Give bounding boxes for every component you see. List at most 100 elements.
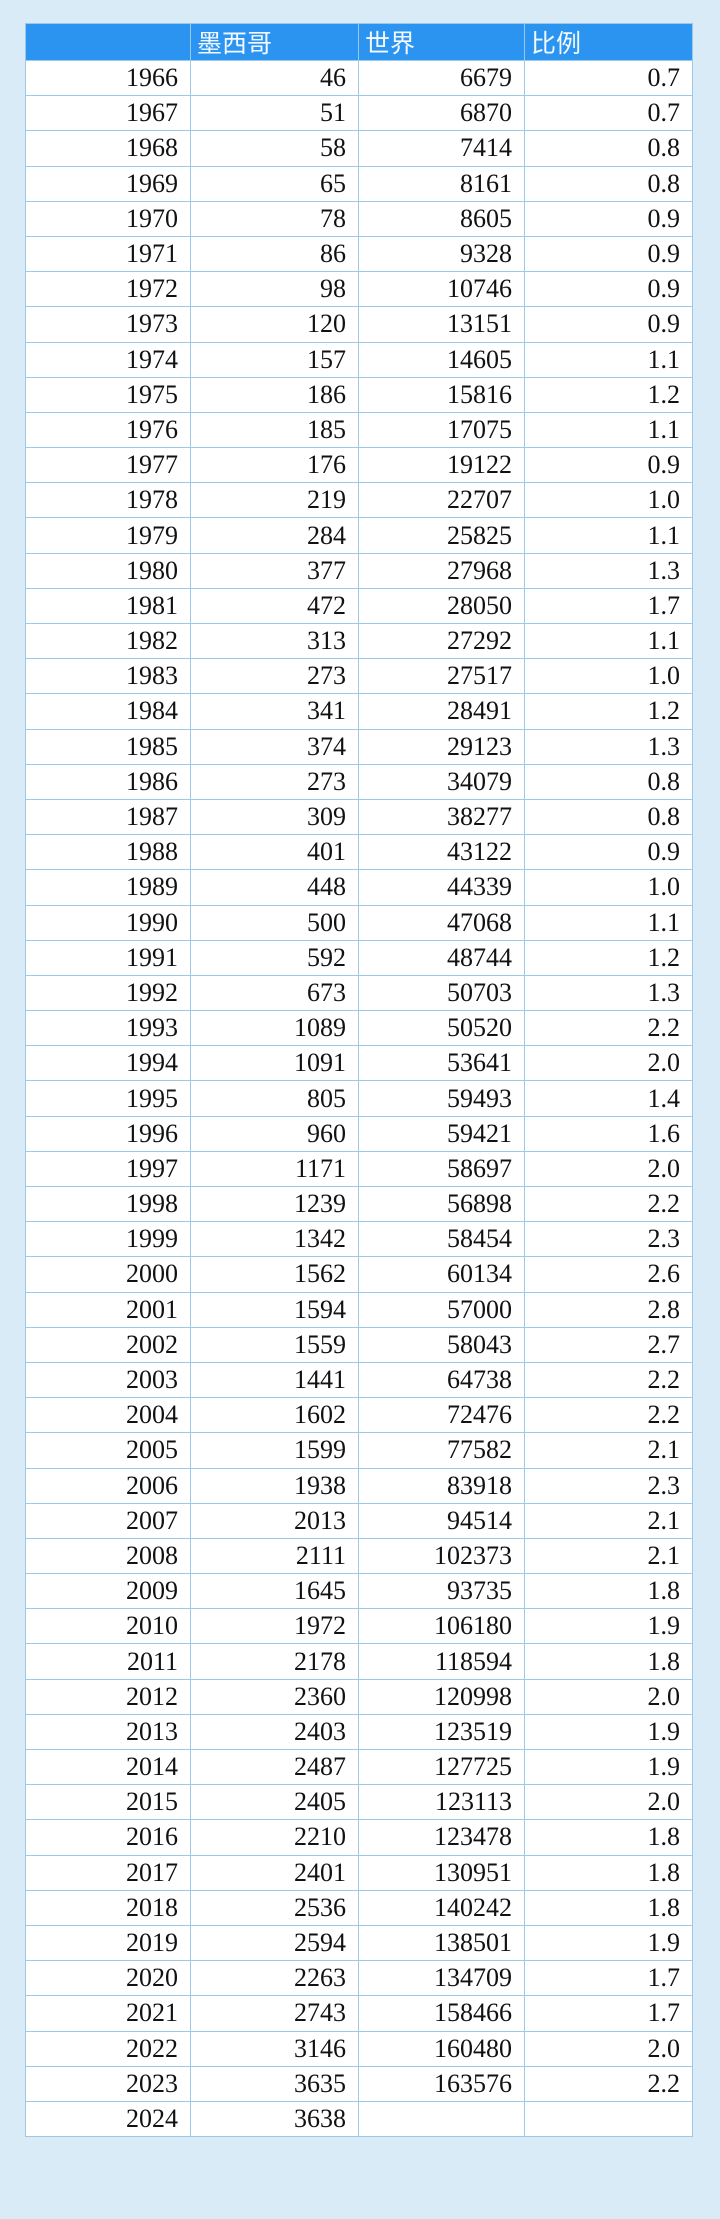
table-cell: 2006 bbox=[25, 1467, 191, 1504]
table-cell: 60134 bbox=[358, 1256, 525, 1293]
table-cell: 2.0 bbox=[524, 2030, 693, 2067]
table-cell: 10746 bbox=[358, 271, 525, 308]
table-cell: 1966 bbox=[25, 59, 191, 97]
table-cell: 48744 bbox=[358, 939, 525, 976]
table-cell: 1.1 bbox=[524, 517, 693, 554]
table-cell: 50520 bbox=[358, 1010, 525, 1047]
table-cell: 22707 bbox=[358, 482, 525, 519]
table-cell: 176 bbox=[190, 447, 359, 484]
table-cell: 8161 bbox=[358, 165, 525, 202]
table-cell: 1974 bbox=[25, 341, 191, 378]
table-cell: 2487 bbox=[190, 1748, 359, 1786]
table-cell: 1.8 bbox=[524, 1889, 693, 1926]
table-cell: 2019 bbox=[25, 1924, 191, 1962]
table-cell: 1.7 bbox=[524, 1995, 693, 2032]
table-cell: 2536 bbox=[190, 1889, 359, 1926]
table-cell: 1.1 bbox=[524, 622, 693, 660]
table-row: 2000 1562 60134 2.6 bbox=[25, 1256, 693, 1293]
table-cell: 2.2 bbox=[524, 1010, 693, 1047]
table-cell: 309 bbox=[190, 798, 359, 836]
table-cell: 1987 bbox=[25, 798, 191, 836]
table-cell: 2.2 bbox=[524, 1361, 693, 1399]
table-cell: 1602 bbox=[190, 1397, 359, 1434]
table-cell: 2210 bbox=[190, 1819, 359, 1856]
table-cell: 1970 bbox=[25, 200, 191, 237]
table-cell: 2.1 bbox=[524, 1502, 693, 1539]
table-cell: 77582 bbox=[358, 1432, 525, 1469]
table-cell: 1983 bbox=[25, 658, 191, 695]
table-cell: 2111 bbox=[190, 1537, 359, 1575]
table-cell: 1984 bbox=[25, 693, 191, 730]
table-cell: 2004 bbox=[25, 1397, 191, 1434]
table-cell: 0.7 bbox=[524, 59, 693, 97]
table-row: 1972 98 10746 0.9 bbox=[25, 271, 693, 308]
table-cell: 2405 bbox=[190, 1784, 359, 1821]
table-row: 2003 1441 64738 2.2 bbox=[25, 1361, 693, 1399]
header-cell: 世界 bbox=[358, 23, 525, 61]
table-row: 2013 2403 123519 1.9 bbox=[25, 1713, 693, 1751]
table-cell: 472 bbox=[190, 587, 359, 625]
table-cell: 2010 bbox=[25, 1608, 191, 1645]
table-row: 2015 2405 123113 2.0 bbox=[25, 1784, 693, 1821]
table-cell: 1.0 bbox=[524, 658, 693, 695]
table-cell: 1.9 bbox=[524, 1608, 693, 1645]
table-cell: 2014 bbox=[25, 1748, 191, 1786]
table-cell: 1986 bbox=[25, 763, 191, 800]
table-cell: 157 bbox=[190, 341, 359, 378]
header-cell bbox=[25, 23, 191, 61]
table-cell: 50703 bbox=[358, 974, 525, 1012]
table-cell: 2021 bbox=[25, 1995, 191, 2032]
table-cell: 1562 bbox=[190, 1256, 359, 1293]
table-cell: 27517 bbox=[358, 658, 525, 695]
table-row: 2017 2401 130951 1.8 bbox=[25, 1854, 693, 1891]
table-cell: 1998 bbox=[25, 1185, 191, 1223]
table-cell: 58043 bbox=[358, 1326, 525, 1363]
table-cell: 1.2 bbox=[524, 939, 693, 976]
table-cell: 1969 bbox=[25, 165, 191, 202]
table-cell: 2263 bbox=[190, 1960, 359, 1997]
table-cell: 273 bbox=[190, 658, 359, 695]
table-cell: 448 bbox=[190, 869, 359, 906]
table-row: 1969 65 8161 0.8 bbox=[25, 165, 693, 202]
table-cell: 1171 bbox=[190, 1150, 359, 1188]
table-cell: 2009 bbox=[25, 1573, 191, 1610]
table-cell: 15816 bbox=[358, 376, 525, 413]
table-cell: 44339 bbox=[358, 869, 525, 906]
table-cell: 27968 bbox=[358, 552, 525, 589]
table-row: 1993 1089 50520 2.2 bbox=[25, 1010, 693, 1047]
table-cell: 0.9 bbox=[524, 306, 693, 343]
table-cell: 374 bbox=[190, 728, 359, 765]
table-cell: 1972 bbox=[25, 271, 191, 308]
table-cell: 1990 bbox=[25, 904, 191, 941]
table-cell: 0.8 bbox=[524, 798, 693, 836]
table-row: 1996 960 59421 1.6 bbox=[25, 1115, 693, 1152]
table-cell: 1967 bbox=[25, 95, 191, 132]
table-cell: 2008 bbox=[25, 1537, 191, 1575]
table-cell: 120 bbox=[190, 306, 359, 343]
table-cell: 2178 bbox=[190, 1643, 359, 1680]
table-cell: 1982 bbox=[25, 622, 191, 660]
table-cell: 1.7 bbox=[524, 587, 693, 625]
table-cell: 2.7 bbox=[524, 1326, 693, 1363]
table-cell: 1992 bbox=[25, 974, 191, 1012]
table-cell: 56898 bbox=[358, 1185, 525, 1223]
table-cell: 123113 bbox=[358, 1784, 525, 1821]
table-cell: 2020 bbox=[25, 1960, 191, 1997]
table-row: 1970 78 8605 0.9 bbox=[25, 200, 693, 237]
table-cell: 960 bbox=[190, 1115, 359, 1152]
table-row: 1974 157 14605 1.1 bbox=[25, 341, 693, 378]
table-body: 1966 46 6679 0.7 1967 51 6870 0.7 1968 58 7414 0.8 1… bbox=[25, 59, 693, 2138]
table-cell: 78 bbox=[190, 200, 359, 237]
table-cell: 72476 bbox=[358, 1397, 525, 1434]
table-cell: 1979 bbox=[25, 517, 191, 554]
table-cell: 1.1 bbox=[524, 904, 693, 941]
table-cell: 2.0 bbox=[524, 1045, 693, 1082]
table-cell: 0.9 bbox=[524, 235, 693, 273]
table-cell: 0.7 bbox=[524, 95, 693, 132]
table-cell: 8605 bbox=[358, 200, 525, 237]
table-row: 1979 284 25825 1.1 bbox=[25, 517, 693, 554]
table-cell: 2005 bbox=[25, 1432, 191, 1469]
table-row: 1967 51 6870 0.7 bbox=[25, 95, 693, 132]
table-row: 2020 2263 134709 1.7 bbox=[25, 1960, 693, 1997]
